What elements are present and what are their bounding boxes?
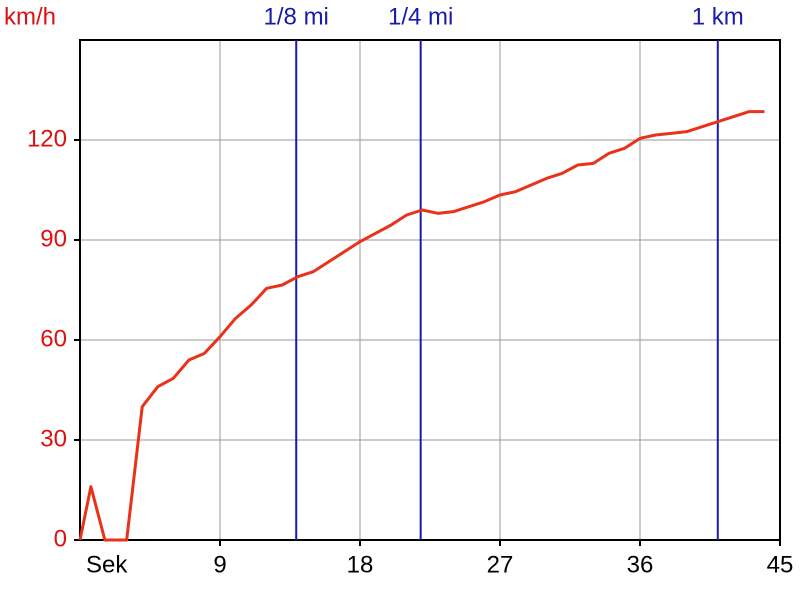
distance-marker-label: 1 km bbox=[692, 3, 744, 30]
x-axis-label: Sek bbox=[86, 551, 128, 578]
y-tick-label: 120 bbox=[27, 125, 67, 152]
plot-area bbox=[80, 40, 780, 540]
y-tick-label: 60 bbox=[40, 325, 67, 352]
plot-border bbox=[79, 39, 781, 541]
y-axis-label: km/h bbox=[4, 3, 56, 30]
x-tick-label: 27 bbox=[487, 551, 514, 578]
speed-line bbox=[78, 110, 765, 542]
y-tick-label: 30 bbox=[40, 425, 67, 452]
distance-marker-label: 1/8 mi bbox=[264, 3, 329, 30]
x-tick-label: 18 bbox=[347, 551, 374, 578]
distance-marker-label: 1/4 mi bbox=[388, 3, 453, 30]
x-tick-label: 9 bbox=[213, 551, 226, 578]
y-tick-label: 0 bbox=[54, 525, 67, 552]
x-tick-label: 36 bbox=[627, 551, 654, 578]
x-tick-label: 45 bbox=[767, 551, 794, 578]
y-tick-label: 90 bbox=[40, 225, 67, 252]
